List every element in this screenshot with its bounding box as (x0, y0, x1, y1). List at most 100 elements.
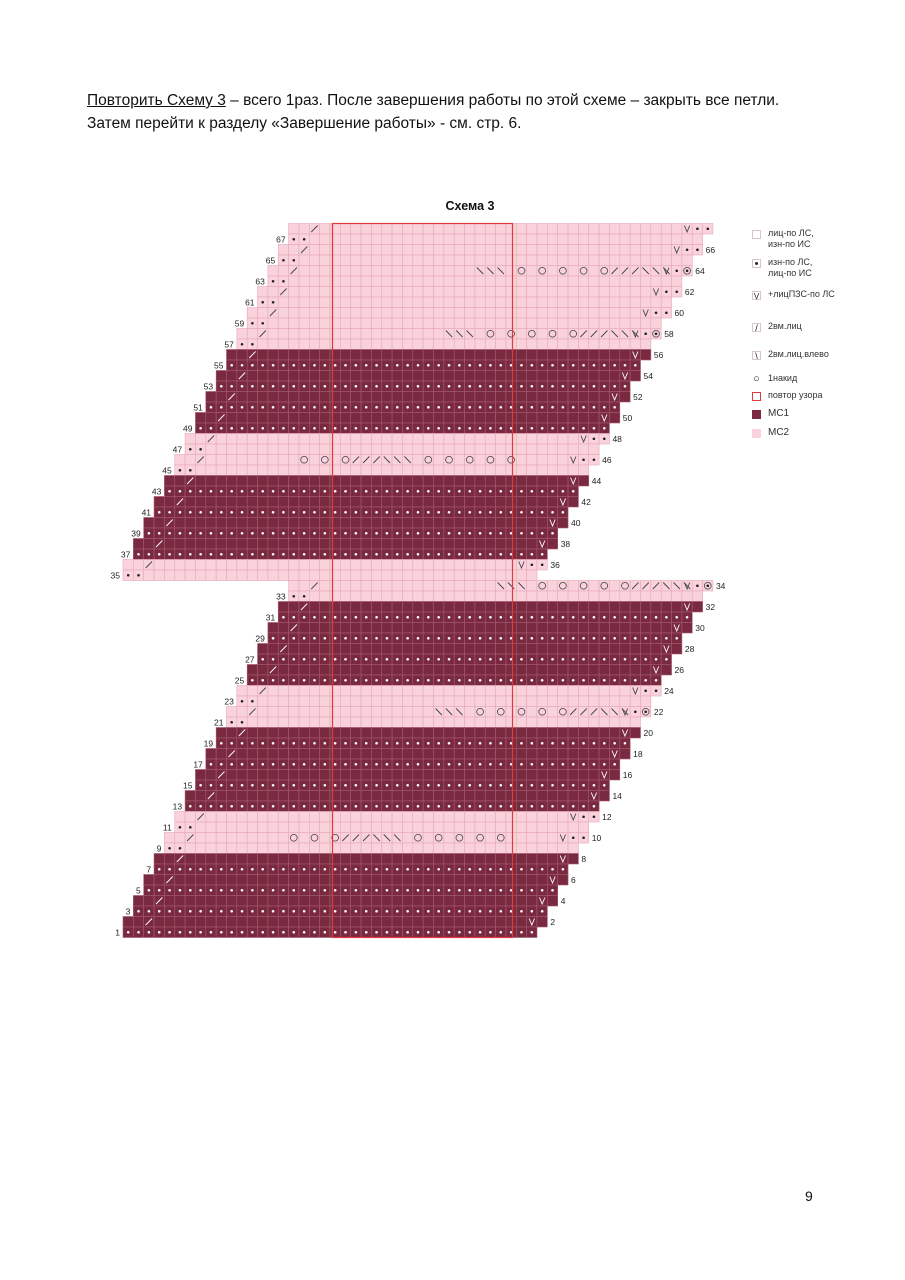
stitch-cell (443, 853, 455, 865)
stitch-cell (195, 475, 207, 487)
purl-dot-icon (230, 531, 233, 535)
stitch-cell (257, 706, 269, 718)
stitch-cell (536, 590, 548, 602)
purl-dot-icon (468, 552, 472, 556)
purl-dot-icon (271, 909, 275, 913)
stitch-cell (402, 832, 414, 844)
stitch-cell (195, 821, 207, 833)
stitch-cell (184, 454, 196, 466)
stitch-cell (164, 916, 176, 928)
purl-dot-icon (468, 405, 472, 409)
stitch-cell (422, 559, 434, 571)
stitch-cell (557, 842, 569, 854)
stitch-cell (588, 275, 600, 287)
stitch-cell (371, 244, 383, 256)
stitch-cell (360, 254, 372, 266)
stitch-cell (288, 716, 300, 728)
stitch-cell (505, 895, 517, 907)
stitch-cell (143, 538, 155, 550)
purl-dot-icon (406, 426, 409, 430)
stitch-cell (329, 748, 341, 760)
stitch-cell (340, 590, 352, 602)
stitch-cell (453, 811, 465, 823)
stitch-cell (578, 590, 590, 602)
stitch-cell (536, 811, 548, 823)
purl-dot-icon (478, 741, 482, 745)
purl-dot-icon (157, 552, 161, 556)
ssk-backslash-icon (611, 708, 619, 716)
stitch-cell (567, 443, 579, 455)
stitch-cell (557, 811, 569, 823)
stitch-cell (340, 244, 352, 256)
stitch-cell (340, 265, 352, 277)
stitch-cell (567, 391, 579, 403)
purl-dot-icon (240, 342, 244, 346)
stitch-cell (360, 233, 372, 245)
stitch-cell (288, 695, 300, 707)
purl-dot-icon (427, 741, 430, 745)
stitch-cell (495, 223, 507, 235)
stitch-cell (246, 443, 258, 455)
stitch-cell (246, 328, 258, 340)
purl-dot-icon (251, 678, 254, 682)
stitch-cell (267, 685, 279, 697)
yarn-over-circle-icon (434, 833, 443, 842)
stitch-cell (536, 433, 548, 445)
stitch-cell (433, 370, 445, 382)
stitch-cell (381, 475, 393, 487)
stitch-cell (464, 475, 476, 487)
purl-dot-icon (333, 909, 337, 913)
stitch-cell (205, 569, 217, 581)
stitch-cell (443, 517, 455, 529)
stitch-cell (319, 338, 331, 350)
stitch-cell (578, 370, 590, 382)
stitch-cell (371, 790, 383, 802)
yarn-over-circle-icon (310, 833, 319, 842)
stitch-cell (567, 790, 579, 802)
stitch-cell (464, 580, 476, 592)
purl-dot-icon (499, 384, 503, 388)
stitch-cell (195, 895, 207, 907)
purl-dot-icon (427, 426, 430, 430)
stitch-cell (277, 349, 289, 361)
stitch-cell (567, 664, 579, 676)
purl-dot-icon (623, 678, 627, 682)
increase-v-icon (621, 372, 629, 381)
k2tog-slash-icon (269, 666, 277, 674)
purl-dot-icon (333, 363, 337, 367)
increase-v-icon (642, 309, 649, 318)
purl-dot-icon (416, 867, 420, 871)
stitch-cell (464, 265, 476, 277)
purl-dot-icon (199, 426, 202, 430)
stitch-cell (277, 433, 289, 445)
increase-v-icon (559, 855, 566, 864)
purl-dot-icon (395, 363, 399, 367)
stitch-cell (660, 254, 672, 266)
stitch-cell (288, 296, 300, 308)
row-number: 44 (592, 476, 602, 486)
stitch-cell (536, 296, 548, 308)
purl-dot-icon (458, 384, 461, 388)
stitch-cell (640, 590, 652, 602)
stitch-cell (588, 695, 600, 707)
stitch-cell (277, 496, 289, 508)
stitch-cell (350, 412, 362, 424)
purl-dot-icon (137, 909, 140, 913)
stitch-cell (515, 454, 527, 466)
stitch-cell (381, 769, 393, 781)
stitch-cell (547, 842, 558, 854)
stitch-cell (619, 716, 631, 728)
k2tog-slash-icon (279, 645, 287, 653)
purl-dot-icon (323, 762, 327, 766)
purl-dot-icon (427, 888, 430, 892)
yarn-over-circle-icon (496, 833, 505, 842)
stitch-cell (474, 559, 486, 571)
stitch-cell (453, 475, 465, 487)
stitch-cell (433, 286, 445, 298)
purl-dot-icon (168, 846, 171, 850)
purl-dot-icon (375, 489, 378, 493)
increase-v-icon (539, 540, 546, 549)
stitch-cell (329, 254, 341, 266)
stitch-cell (464, 790, 476, 802)
ssk-backslash-icon (621, 330, 629, 338)
